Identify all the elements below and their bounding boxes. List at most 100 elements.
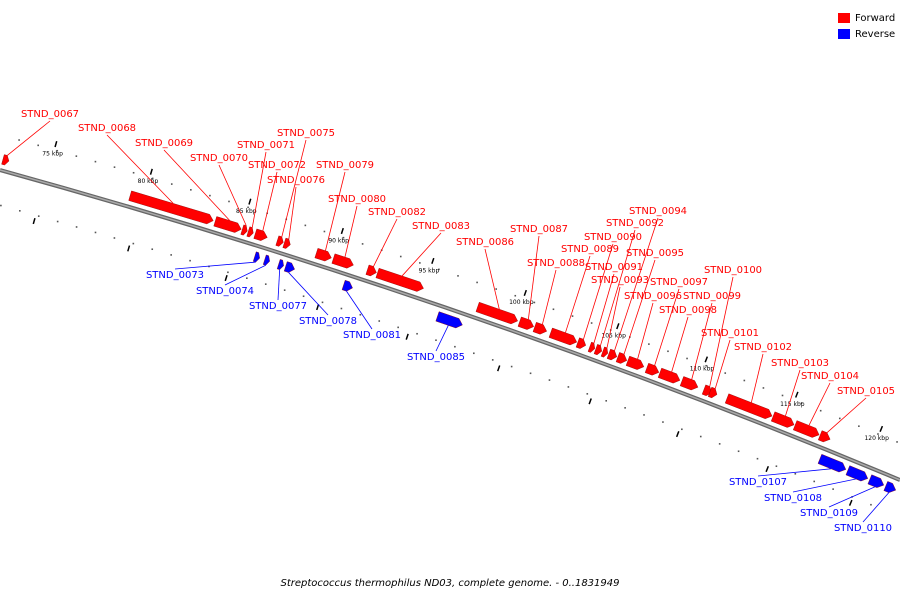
gene-label: STND_0085 xyxy=(407,352,465,363)
minor-tick xyxy=(190,189,192,191)
minor-tick xyxy=(361,243,364,245)
gene-label: STND_0075 xyxy=(277,128,335,139)
tick-label: 110 kbp xyxy=(690,366,715,373)
leader-line xyxy=(593,273,615,344)
gene-label: STND_0072 xyxy=(248,160,306,171)
gene-STND_0102[interactable] xyxy=(724,393,773,419)
major-tick xyxy=(794,391,799,398)
gene-STND_0101[interactable] xyxy=(707,386,718,399)
gene-STND_0080[interactable] xyxy=(331,253,354,269)
leader-line xyxy=(7,120,51,156)
gene-STND_0086[interactable] xyxy=(475,301,518,325)
gene-STND_0089[interactable] xyxy=(548,327,578,346)
gene-STND_0067[interactable] xyxy=(1,154,10,166)
leader-line xyxy=(281,139,307,237)
gene-STND_0098[interactable] xyxy=(657,367,681,384)
gene-STND_0096[interactable] xyxy=(625,355,645,370)
major-tick xyxy=(704,356,709,363)
minor-tick xyxy=(228,200,230,203)
figure-caption: Streptococcus thermophilus ND03, complet… xyxy=(280,578,620,589)
minor-tick xyxy=(457,275,459,277)
leader-line xyxy=(637,302,654,360)
gene-STND_0094[interactable] xyxy=(606,348,618,361)
minor-tick xyxy=(359,313,362,316)
scale-ticks: 75 kbp 80 kbp 85 kbp 90 kbp 95 kbp 100 kbp 105… xyxy=(32,141,889,506)
gene-STND_0107[interactable] xyxy=(817,454,847,473)
minor-tick xyxy=(56,220,59,223)
major-tick xyxy=(675,431,680,438)
leader-line xyxy=(251,151,267,228)
gene-STND_0068[interactable] xyxy=(128,190,214,225)
legend-forward: Forward xyxy=(838,10,895,26)
gene-STND_0077[interactable] xyxy=(276,259,284,270)
leader-line xyxy=(826,397,867,433)
gene-STND_0070[interactable] xyxy=(240,224,248,236)
gene-STND_0105[interactable] xyxy=(817,430,831,443)
minor-tick xyxy=(113,166,116,168)
minor-tick xyxy=(476,281,478,284)
gene-STND_0076[interactable] xyxy=(282,237,291,249)
gene-STND_0088[interactable] xyxy=(532,322,547,335)
major-tick xyxy=(523,289,528,296)
gene-STND_0103[interactable] xyxy=(770,411,795,428)
minor-tick xyxy=(75,226,78,228)
gene-STND_0075[interactable] xyxy=(275,235,284,247)
gene-STND_0069[interactable] xyxy=(213,216,242,233)
leader-line xyxy=(325,171,346,251)
gene-STND_0081[interactable] xyxy=(341,280,353,292)
leader-line xyxy=(344,205,358,258)
gene-STND_0079[interactable] xyxy=(314,248,332,262)
gene-label: STND_0090 xyxy=(584,232,642,243)
minor-tick xyxy=(170,254,172,256)
leader-line xyxy=(828,486,876,508)
gene-STND_0095[interactable] xyxy=(615,352,628,364)
gene-STND_0090[interactable] xyxy=(575,337,587,349)
gene-label: STND_0071 xyxy=(237,140,295,151)
gene-STND_0104[interactable] xyxy=(792,420,820,438)
minor-tick xyxy=(304,224,307,227)
gene-STND_0085[interactable] xyxy=(435,311,463,329)
gene-STND_0087[interactable] xyxy=(517,316,534,330)
minor-tick xyxy=(37,215,40,217)
gene-STND_0091[interactable] xyxy=(587,341,595,353)
minor-tick xyxy=(800,402,803,404)
major-tick xyxy=(127,245,131,252)
leader-line xyxy=(808,382,831,426)
gene-STND_0071[interactable] xyxy=(246,226,254,238)
gene-STND_0093[interactable] xyxy=(600,346,609,358)
gene-STND_0099[interactable] xyxy=(679,376,699,391)
minor-tick xyxy=(323,230,326,233)
gene-STND_0109[interactable] xyxy=(867,474,885,488)
gene-STND_0078[interactable] xyxy=(283,261,295,273)
gene-label: STND_0079 xyxy=(316,160,374,171)
minor-tick xyxy=(75,155,78,157)
gene-STND_0083[interactable] xyxy=(375,268,424,292)
leader-line xyxy=(435,325,449,352)
major-tick xyxy=(248,198,252,205)
minor-tick xyxy=(858,425,860,427)
gene-STND_0108[interactable] xyxy=(845,465,869,482)
gene-label: STND_0100 xyxy=(704,265,762,276)
gene-STND_0074[interactable] xyxy=(262,254,270,266)
leader-line xyxy=(757,468,832,477)
tick-label: 95 kbp xyxy=(419,267,440,274)
major-tick xyxy=(496,365,501,372)
gene-label: STND_0067 xyxy=(21,109,79,120)
minor-tick xyxy=(264,283,267,285)
minor-tick xyxy=(283,289,286,291)
gene-label: STND_0095 xyxy=(626,248,684,259)
gene-STND_0110[interactable] xyxy=(883,481,897,493)
gene-STND_0082[interactable] xyxy=(365,264,377,277)
gene-STND_0072[interactable] xyxy=(253,228,268,241)
gene-STND_0073[interactable] xyxy=(252,251,260,263)
gene-STND_0097[interactable] xyxy=(644,362,660,376)
leader-line xyxy=(614,217,659,351)
minor-tick xyxy=(548,379,551,381)
minor-tick xyxy=(18,139,20,141)
minor-tick xyxy=(756,457,759,460)
minor-tick xyxy=(246,277,248,280)
minor-tick xyxy=(896,441,898,443)
gene-label: STND_0094 xyxy=(629,206,687,217)
gene-STND_0092[interactable] xyxy=(593,344,603,356)
leader-line xyxy=(583,243,614,340)
